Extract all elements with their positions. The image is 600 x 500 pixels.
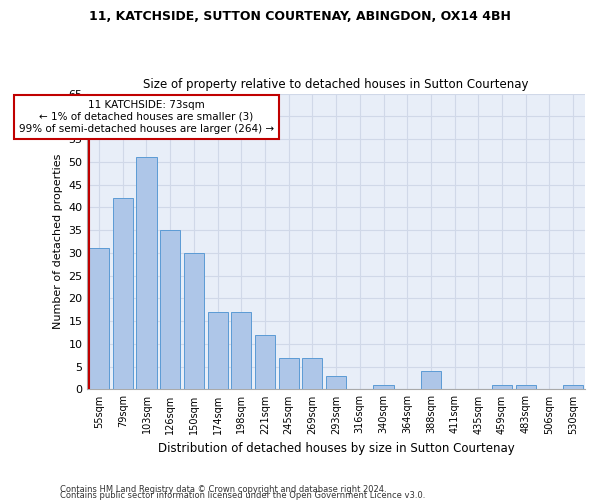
Text: 11 KATCHSIDE: 73sqm
← 1% of detached houses are smaller (3)
99% of semi-detached: 11 KATCHSIDE: 73sqm ← 1% of detached hou… [19,100,274,134]
Bar [302,358,322,390]
X-axis label: Distribution of detached houses by size in Sutton Courtenay: Distribution of detached houses by size … [158,442,514,455]
Bar [113,198,133,390]
Bar [492,385,512,390]
Bar [373,385,394,390]
Bar [421,371,441,390]
Bar [255,335,275,390]
Y-axis label: Number of detached properties: Number of detached properties [53,154,62,329]
Text: Contains HM Land Registry data © Crown copyright and database right 2024.: Contains HM Land Registry data © Crown c… [60,484,386,494]
Bar [326,376,346,390]
Text: Contains public sector information licensed under the Open Government Licence v3: Contains public sector information licen… [60,490,425,500]
Bar [184,253,204,390]
Bar [231,312,251,390]
Bar [89,248,109,390]
Bar [278,358,299,390]
Bar [160,230,180,390]
Text: 11, KATCHSIDE, SUTTON COURTENAY, ABINGDON, OX14 4BH: 11, KATCHSIDE, SUTTON COURTENAY, ABINGDO… [89,10,511,23]
Bar [136,158,157,390]
Bar [208,312,227,390]
Title: Size of property relative to detached houses in Sutton Courtenay: Size of property relative to detached ho… [143,78,529,91]
Bar [563,385,583,390]
Bar [515,385,536,390]
